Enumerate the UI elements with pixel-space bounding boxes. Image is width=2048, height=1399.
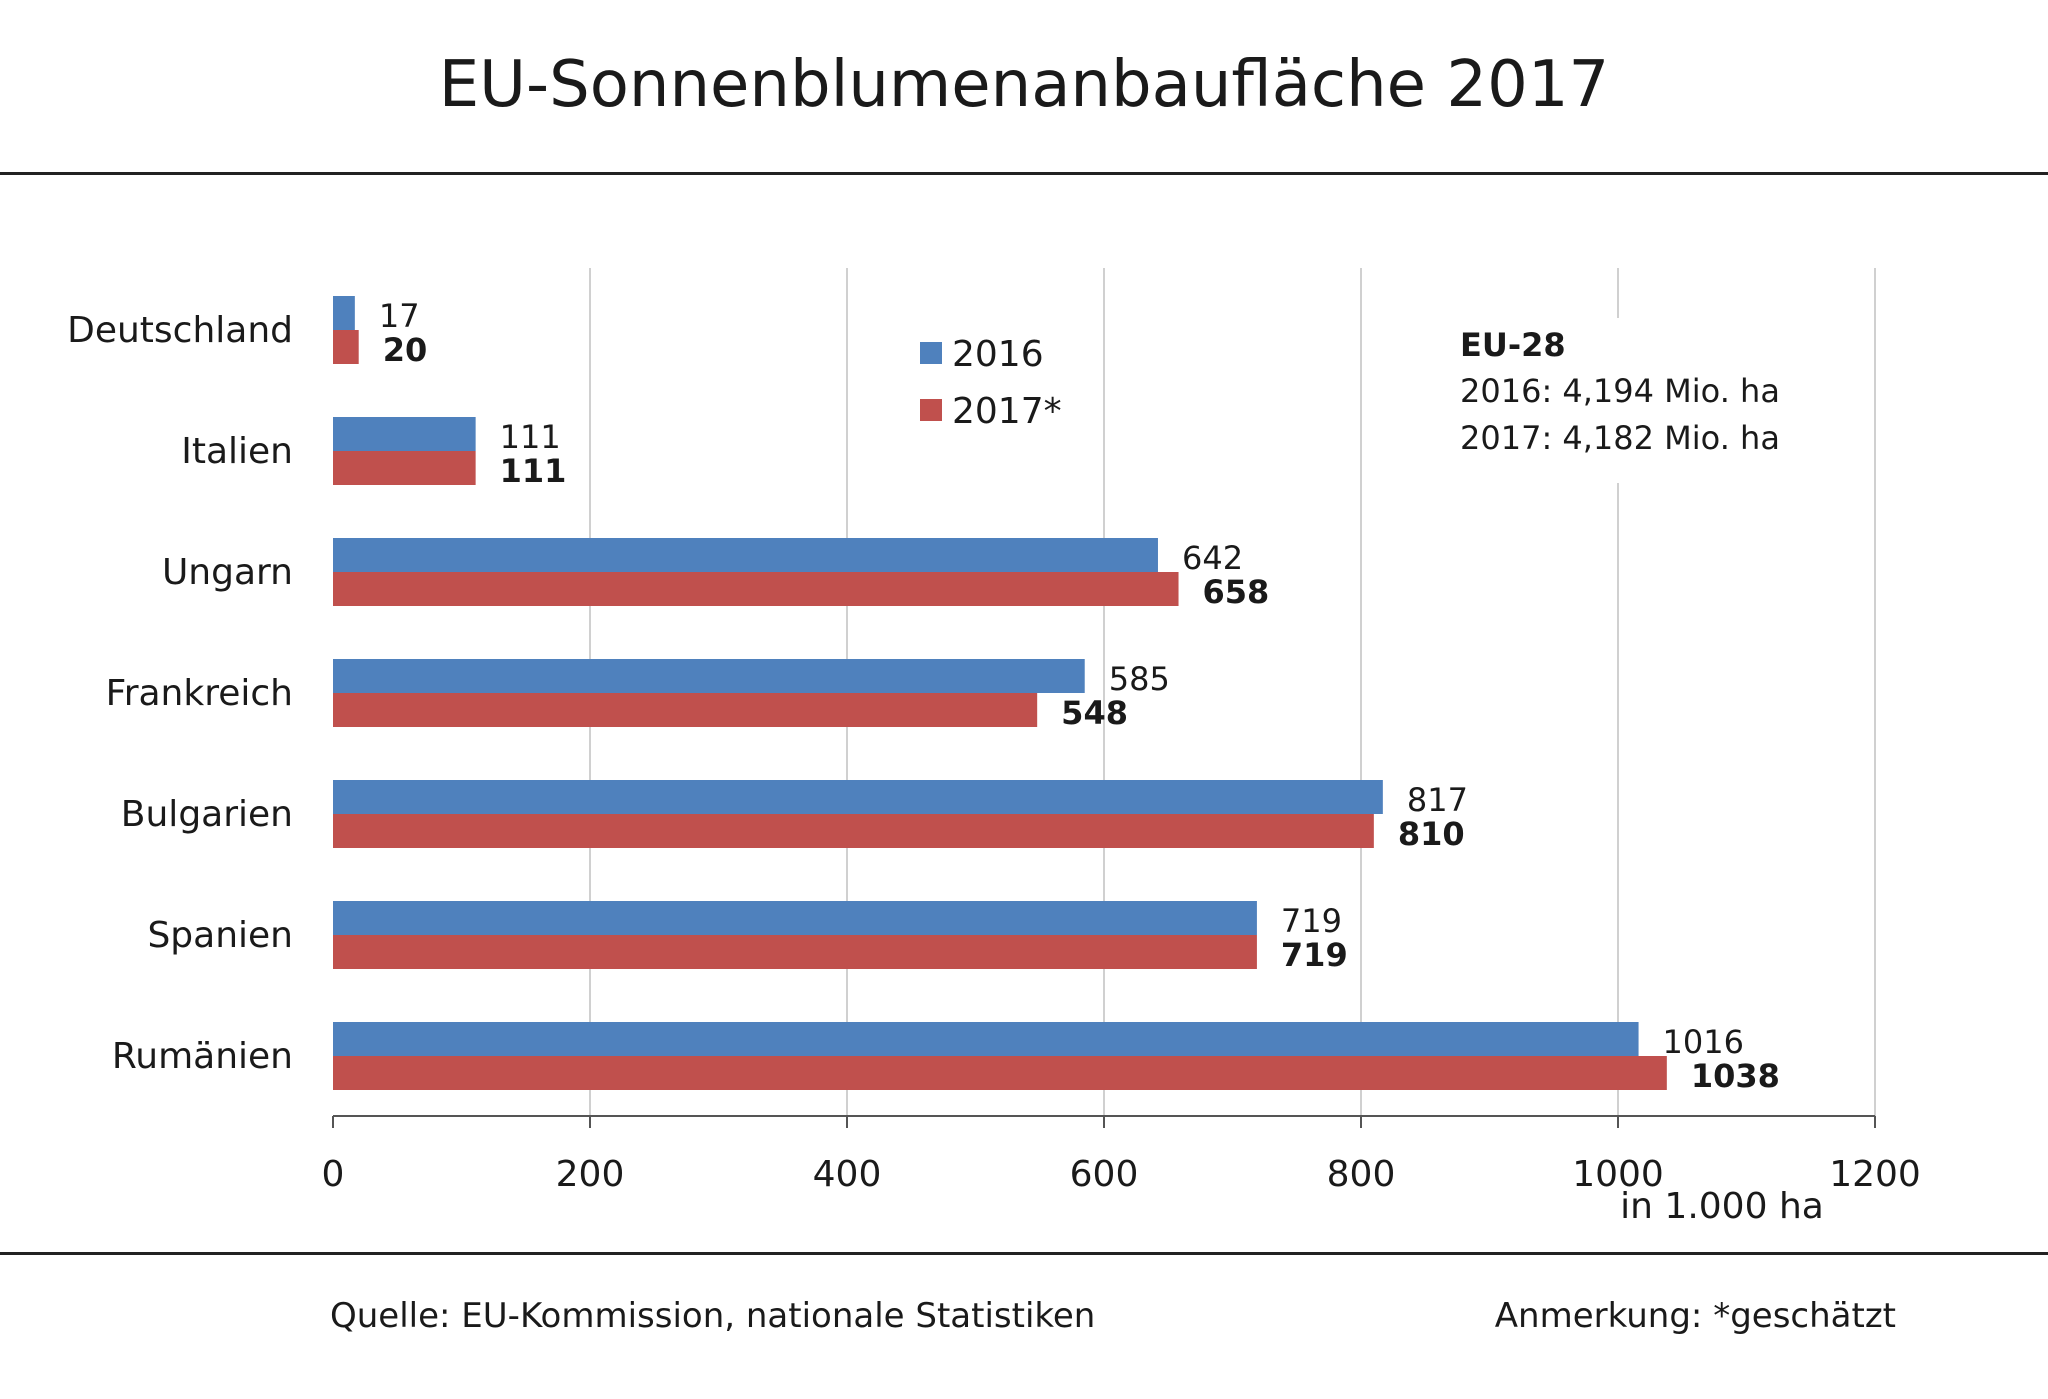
value-label-italien-2016: 111: [500, 418, 561, 456]
legend-swatch-2017: [920, 399, 942, 421]
annotation-line-2017: 2017: 4,182 Mio. ha: [1460, 419, 1780, 457]
bar-italien-2017: [333, 451, 476, 485]
category-labels: Deutschland Italien Ungarn Frankreich Bulgar…: [67, 310, 293, 1077]
legend-label-2016: 2016: [952, 334, 1044, 375]
annotation-title: EU-28: [1460, 326, 1566, 364]
category-label-ungarn: Ungarn: [162, 552, 293, 593]
legend-swatch-2016: [920, 342, 942, 364]
eu-total-annotation: EU-28 2016: 4,194 Mio. ha 2017: 4,182 Mi…: [1450, 318, 1810, 483]
x-tick-label-1000: 1000: [1572, 1154, 1664, 1195]
value-label-rumaenien-2017: 1038: [1691, 1057, 1780, 1095]
x-axis: [332, 1115, 1876, 1128]
x-tick-label-0: 0: [322, 1154, 345, 1195]
category-label-spanien: Spanien: [147, 915, 293, 956]
bar-rumaenien-2016: [333, 1022, 1639, 1056]
category-label-italien: Italien: [181, 431, 293, 472]
value-label-frankreich-2017: 548: [1061, 694, 1128, 732]
bars: [333, 296, 1667, 1090]
value-label-deutschland-2016: 17: [379, 297, 420, 335]
bar-bulgarien-2017: [333, 814, 1374, 848]
value-label-bulgarien-2016: 817: [1407, 781, 1468, 819]
value-label-spanien-2017: 719: [1281, 936, 1348, 974]
bar-deutschland-2017: [333, 330, 359, 364]
category-label-bulgarien: Bulgarien: [121, 794, 293, 835]
chart-title: EU-Sonnenblumenanbaufläche 2017: [438, 48, 1610, 122]
top-divider: [0, 172, 2048, 175]
category-label-frankreich: Frankreich: [106, 673, 293, 714]
x-tick-labels: 0 200 400 600 800 1000 1200: [322, 1154, 1921, 1195]
bar-spanien-2016: [333, 901, 1257, 935]
value-label-ungarn-2016: 642: [1182, 539, 1243, 577]
value-label-rumaenien-2016: 1016: [1663, 1023, 1744, 1061]
value-label-ungarn-2017: 658: [1203, 573, 1270, 611]
value-label-deutschland-2017: 20: [383, 331, 428, 369]
annotation-line-2016: 2016: 4,194 Mio. ha: [1460, 372, 1780, 410]
bar-deutschland-2016: [333, 296, 355, 330]
bar-frankreich-2017: [333, 693, 1038, 727]
bar-ungarn-2016: [333, 538, 1158, 572]
value-label-italien-2017: 111: [500, 452, 567, 490]
value-label-frankreich-2016: 585: [1109, 660, 1170, 698]
x-tick-label-400: 400: [813, 1154, 882, 1195]
category-label-deutschland: Deutschland: [67, 310, 293, 351]
estimate-note: Anmerkung: *geschätzt: [1494, 1296, 1896, 1336]
legend: 2016 2017*: [920, 334, 1062, 432]
bar-ungarn-2017: [333, 572, 1179, 606]
bar-rumaenien-2017: [333, 1056, 1667, 1090]
x-axis-unit-label: in 1.000 ha: [1620, 1186, 1824, 1227]
x-tick-label-800: 800: [1327, 1154, 1396, 1195]
x-tick-label-600: 600: [1070, 1154, 1139, 1195]
legend-label-2017: 2017*: [952, 391, 1062, 432]
bar-spanien-2017: [333, 935, 1257, 969]
bar-bulgarien-2016: [333, 780, 1383, 814]
x-tick-label-1200: 1200: [1829, 1154, 1921, 1195]
x-tick-label-200: 200: [556, 1154, 625, 1195]
bottom-divider: [0, 1252, 2048, 1255]
annotation-background: [1450, 318, 1810, 483]
value-label-bulgarien-2017: 810: [1398, 815, 1465, 853]
bar-italien-2016: [333, 417, 476, 451]
bar-frankreich-2016: [333, 659, 1085, 693]
source-note: Quelle: EU-Kommission, nationale Statist…: [330, 1296, 1096, 1336]
category-label-rumaenien: Rumänien: [112, 1036, 293, 1077]
value-label-spanien-2016: 719: [1281, 902, 1342, 940]
